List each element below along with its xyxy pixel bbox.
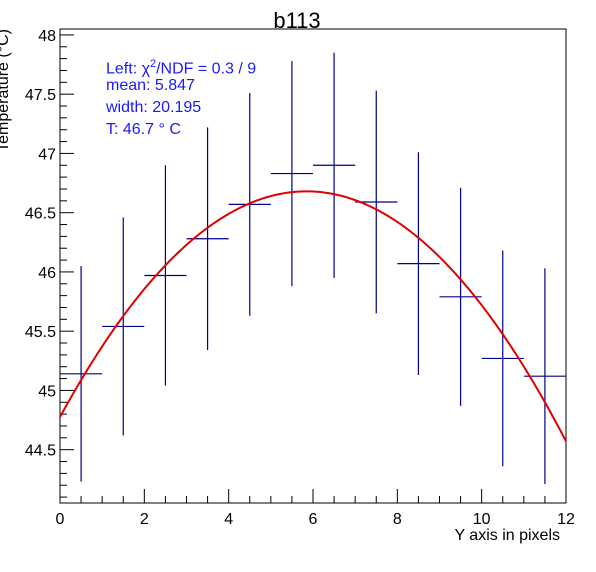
x-tick-label: 4 (224, 511, 233, 528)
data-point (313, 52, 356, 278)
x-tick-label: 8 (393, 511, 402, 528)
x-tick-label: 12 (557, 511, 575, 528)
y-tick-label: 47 (38, 146, 56, 163)
y-tick-label: 48 (38, 28, 56, 45)
data-point (523, 268, 566, 485)
stats-chi2-prefix: Left: χ (106, 60, 150, 78)
data-points (60, 52, 566, 485)
y-tick-label: 44.5 (25, 443, 56, 460)
stats-line-width: width: 20.195 (106, 99, 202, 116)
data-point (102, 217, 145, 436)
y-tick-label: 46 (38, 265, 56, 282)
y-tick-label: 47.5 (25, 87, 56, 104)
fit-curve-group (59, 190, 567, 442)
data-point (481, 250, 524, 467)
stats-line-temp: T: 46.7 ° C (106, 121, 181, 138)
y-tick-label: 45.5 (25, 324, 56, 341)
x-tick-label: 0 (56, 511, 65, 528)
stats-line-chi2: Left: χ2/NDF = 0.3 / 9 (106, 52, 256, 81)
data-point (144, 165, 187, 386)
stats-chi2-suffix: /NDF = 0.3 / 9 (156, 60, 257, 78)
data-point (60, 266, 103, 482)
stats-line-mean: mean: 5.847 (106, 77, 195, 94)
data-point (270, 60, 313, 287)
x-tick-label: 10 (473, 511, 491, 528)
x-tick-label: 6 (309, 511, 318, 528)
y-axis-label: Temperature (°C) (0, 29, 12, 152)
data-point (397, 152, 440, 376)
y-tick-label: 46.5 (25, 206, 56, 223)
x-axis-label: Y axis in pixels (454, 527, 560, 544)
chart-title: b113 (273, 8, 320, 33)
fit-curve (59, 190, 567, 442)
stats-chi2-sup: 2 (149, 58, 157, 70)
x-tick-label: 2 (140, 511, 149, 528)
y-tick-label: 45 (38, 383, 56, 400)
